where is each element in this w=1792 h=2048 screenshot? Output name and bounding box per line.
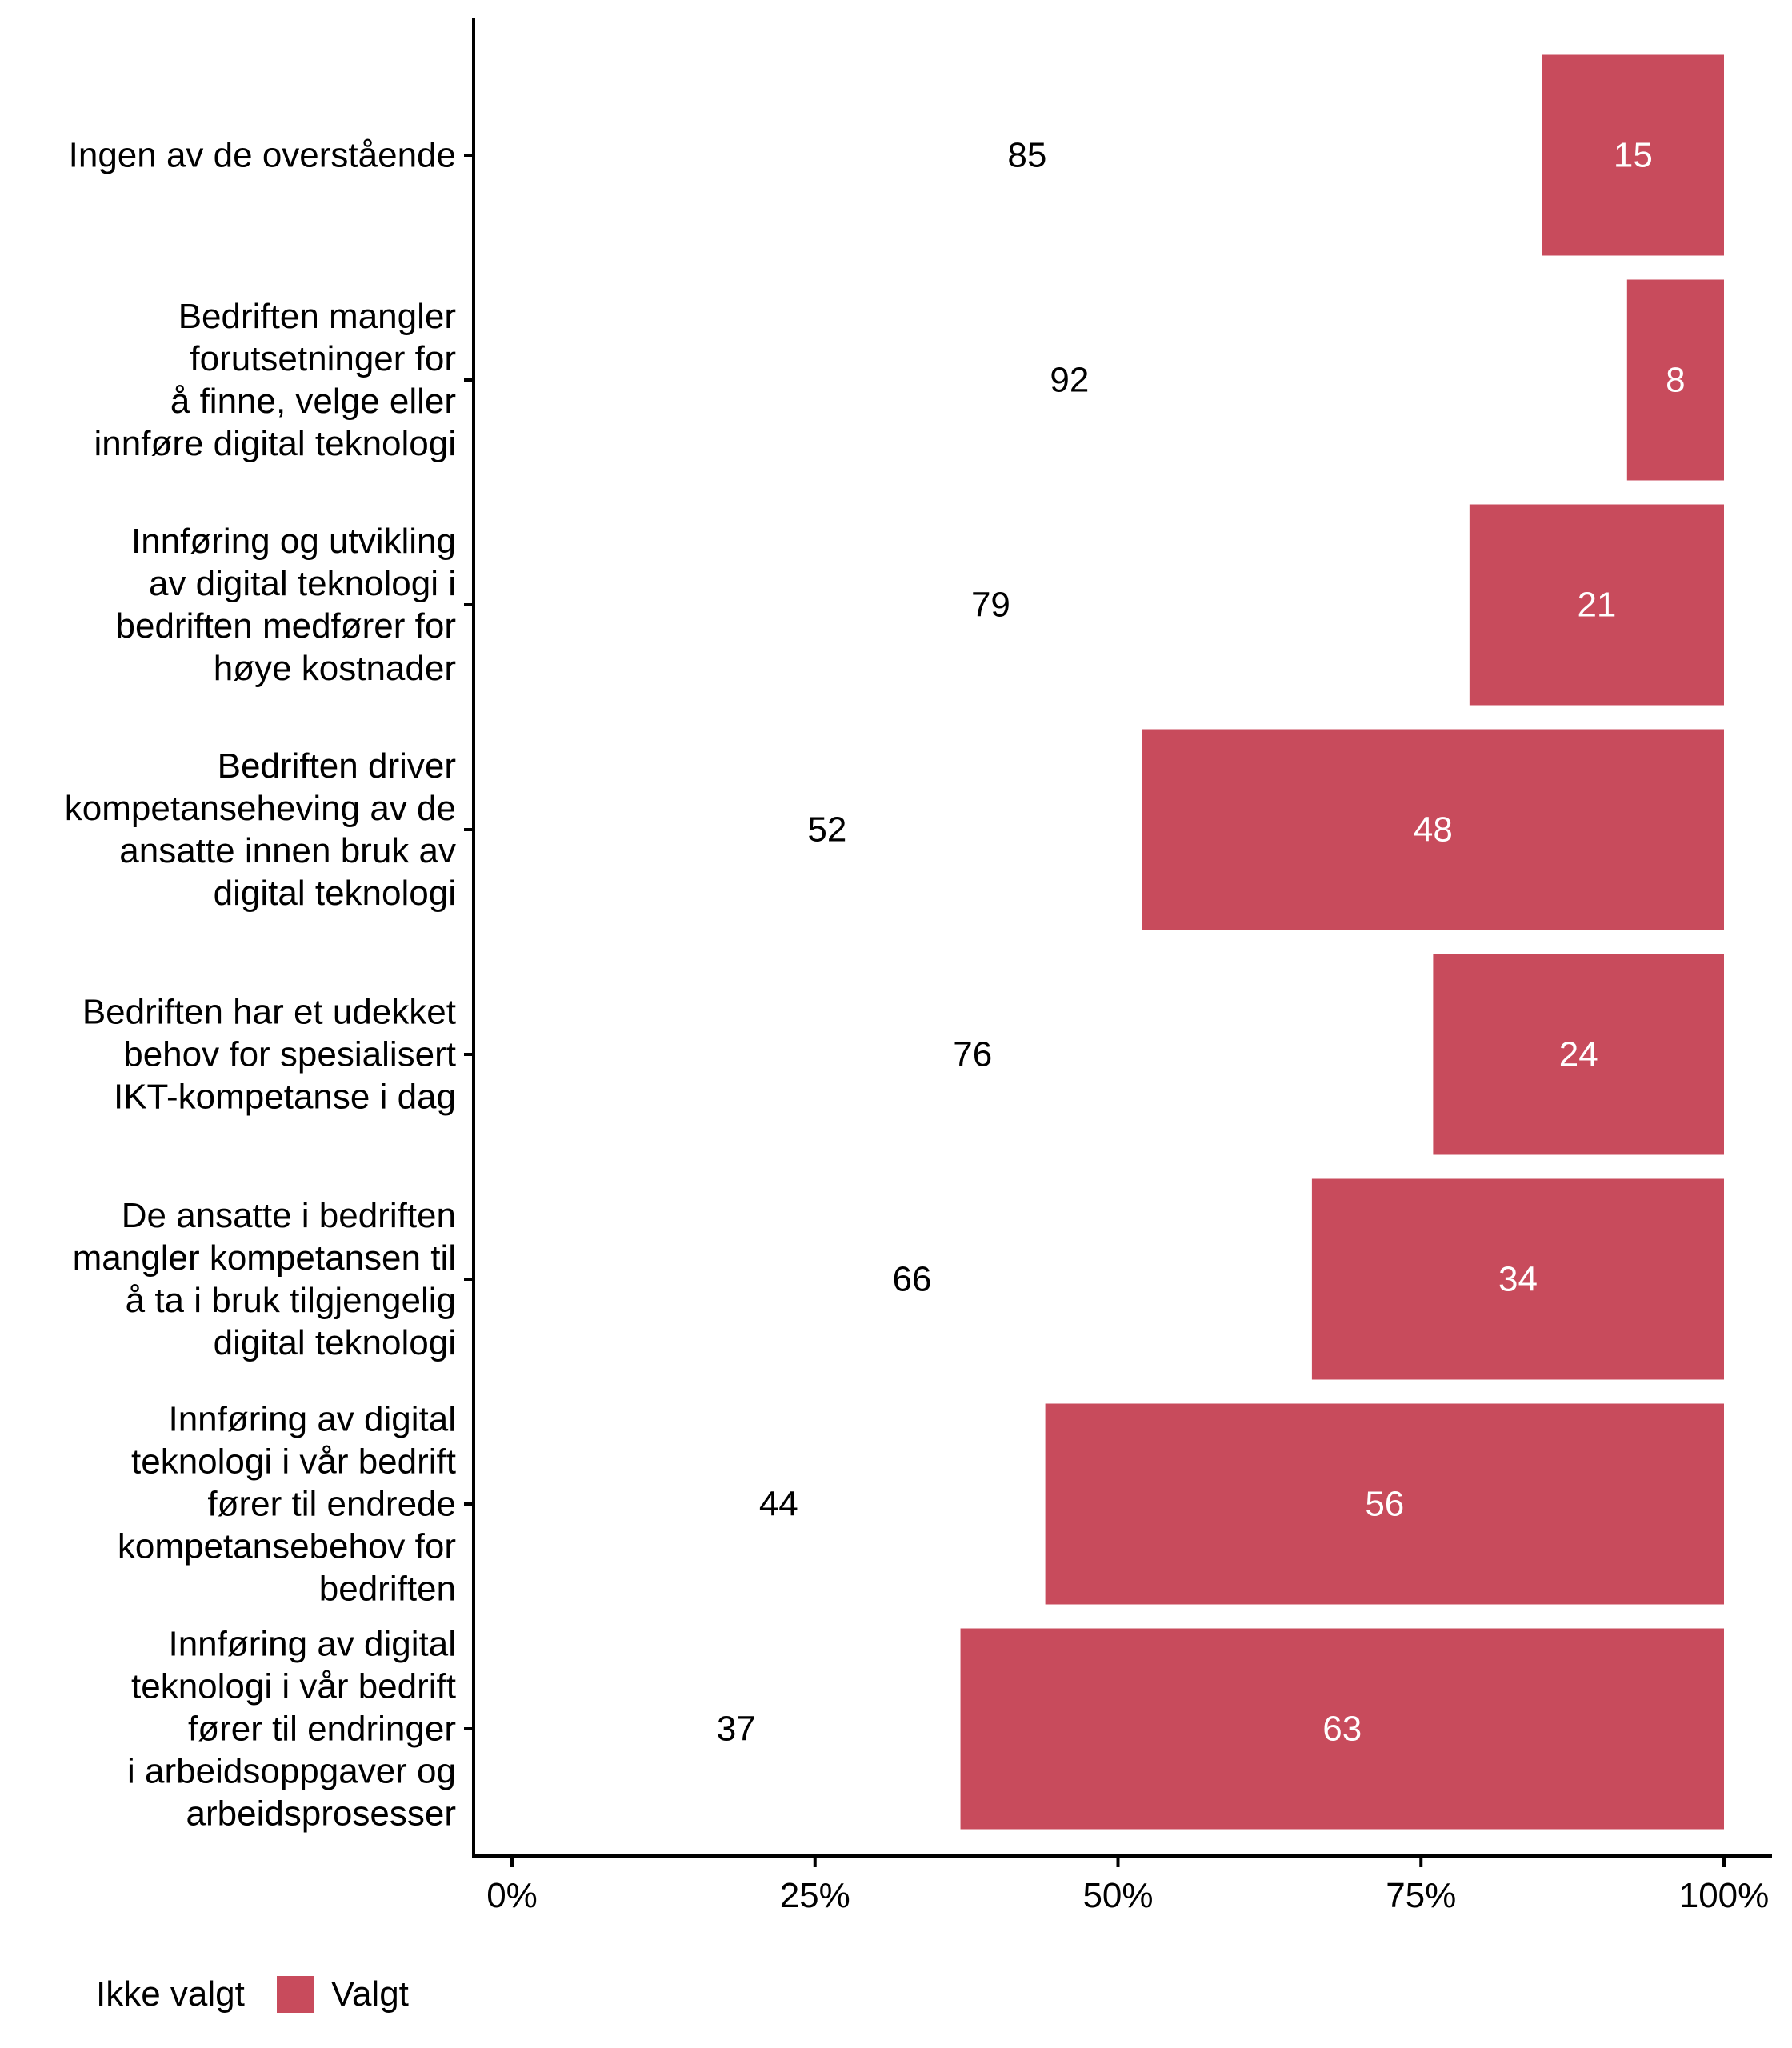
y-tick-label-line: Ingen av de overstående [69,136,456,175]
y-tick-label-3: Bedriften driver kompetanseheving av de an… [65,746,456,913]
y-tick-label-line: behov for spesialisert [123,1035,456,1074]
y-tick-label-line: teknologi i vår bedrift [131,1442,456,1482]
bars-layer [512,54,1724,1830]
y-tick-label-line: høye kostnader [214,649,456,688]
data-label-valgt-4: 24 [1559,1035,1598,1074]
data-label-ikke-valgt-5: 66 [892,1260,931,1299]
data-label-ikke-valgt-0: 85 [1007,136,1046,175]
bar-ikke-valgt-6 [512,1403,1046,1605]
data-label-ikke-valgt-3: 52 [807,810,846,850]
y-tick-label-line: forutsetninger for [190,339,456,378]
y-tick-label-line: digital teknologi [214,1323,456,1362]
legend-item-valgt: Valgt [261,1974,409,2014]
x-axis: 0% 25% 50% 75% 100% [472,1854,1772,1915]
bar-ikke-valgt-4 [512,954,1434,1155]
data-labels-layer: 85 15 92 8 79 21 52 48 76 24 66 34 44 56 37 63 [717,136,1686,1749]
y-tick-label-1: Bedriften mangler forutsetninger for å fin… [94,297,456,463]
bar-ikke-valgt-5 [512,1178,1312,1380]
y-tick-label-line: å finne, velge eller [170,382,456,421]
bar-valgt-4 [1433,954,1724,1155]
data-label-ikke-valgt-1: 92 [1050,361,1089,400]
data-label-valgt-3: 48 [1414,810,1453,850]
y-tick-label-line: Innføring og utvikling [131,522,456,561]
y-tick-label-line: innføre digital teknologi [94,424,456,463]
y-axis: Ingen av de overstående Bedriften mangler… [65,18,475,1858]
bar-ikke-valgt-7 [512,1628,961,1830]
y-tick-label-line: i arbeidsoppgaver og [127,1752,456,1791]
y-tick-label-4: Bedriften har et udekket behov for spesia… [82,993,456,1117]
data-label-valgt-5: 34 [1498,1260,1538,1299]
data-label-ikke-valgt-2: 79 [971,586,1010,625]
y-tick-label-5: De ansatte i bedriften mangler kompetanse… [73,1196,456,1362]
y-tick-label-line: Bedriften driver [218,746,456,786]
data-label-ikke-valgt-4: 76 [953,1035,992,1074]
data-label-ikke-valgt-6: 44 [759,1485,798,1524]
y-tick-label-line: fører til endringer [188,1710,456,1749]
y-tick-label-2: Innføring og utvikling av digital teknolo… [116,522,457,688]
y-tick-label-line: Bedriften har et udekket [82,993,456,1032]
y-tick-label-line: av digital teknologi i [149,564,456,603]
data-label-valgt-7: 63 [1322,1710,1362,1749]
data-label-ikke-valgt-7: 37 [717,1710,756,1749]
y-tick-label-line: digital teknologi [214,874,456,913]
y-tick-label-6: Innføring av digital teknologi i vår bedr… [118,1400,456,1609]
bar-valgt-1 [1626,279,1724,481]
legend-swatch-valgt [276,1976,314,2013]
legend-label-ikke-valgt: Ikke valgt [96,1974,245,2014]
y-tick-label-line: IKT-kompetanse i dag [114,1078,456,1117]
bar-ikke-valgt-0 [512,54,1542,256]
y-tick-label-0: Ingen av de overstående [69,136,456,175]
y-tick-label-line: ansatte innen bruk av [119,831,456,870]
y-tick-label-line: kompetansebehov for [118,1527,456,1566]
bar-ikke-valgt-3 [512,729,1142,930]
bar-ikke-valgt-1 [512,279,1627,481]
y-tick-label-line: Innføring av digital [168,1625,456,1664]
y-tick-label-line: bedriften medfører for [116,606,457,646]
y-tick-label-line: kompetanseheving av de [65,789,456,828]
x-tick-label-0: 0% [486,1876,538,1915]
bar-valgt-5 [1311,1178,1724,1380]
data-label-valgt-2: 21 [1577,586,1616,625]
bar-valgt-3 [1142,729,1724,930]
y-tick-label-line: arbeidsprosesser [186,1794,457,1834]
y-tick-label-line: bedriften [319,1570,456,1609]
x-tick-label-1: 25% [780,1876,850,1915]
bar-valgt-7 [960,1628,1724,1830]
data-label-valgt-0: 15 [1614,136,1653,175]
y-tick-label-7: Innføring av digital teknologi i vår bedr… [127,1625,456,1834]
x-tick-label-3: 75% [1386,1876,1456,1915]
data-label-valgt-1: 8 [1666,361,1685,400]
y-tick-label-line: Innføring av digital [168,1400,456,1439]
y-tick-label-line: De ansatte i bedriften [122,1196,456,1235]
bar-valgt-0 [1542,54,1724,256]
x-tick-label-2: 50% [1082,1876,1153,1915]
bar-ikke-valgt-2 [512,504,1470,706]
y-tick-label-line: fører til endrede [207,1485,456,1524]
x-tick-label-4: 100% [1679,1876,1770,1915]
bar-valgt-6 [1045,1403,1724,1605]
y-tick-label-line: teknologi i vår bedrift [131,1667,456,1706]
legend-item-ikke-valgt: Ikke valgt [96,1974,261,2014]
bar-valgt-2 [1469,504,1724,706]
data-label-valgt-6: 56 [1365,1485,1404,1524]
legend: Ikke valgt Valgt [96,1974,409,2014]
y-tick-label-line: å ta i bruk tilgjengelig [126,1281,456,1320]
y-tick-label-line: mangler kompetansen til [73,1238,456,1278]
legend-label-valgt: Valgt [330,1974,409,2014]
y-tick-label-line: Bedriften mangler [178,297,456,336]
